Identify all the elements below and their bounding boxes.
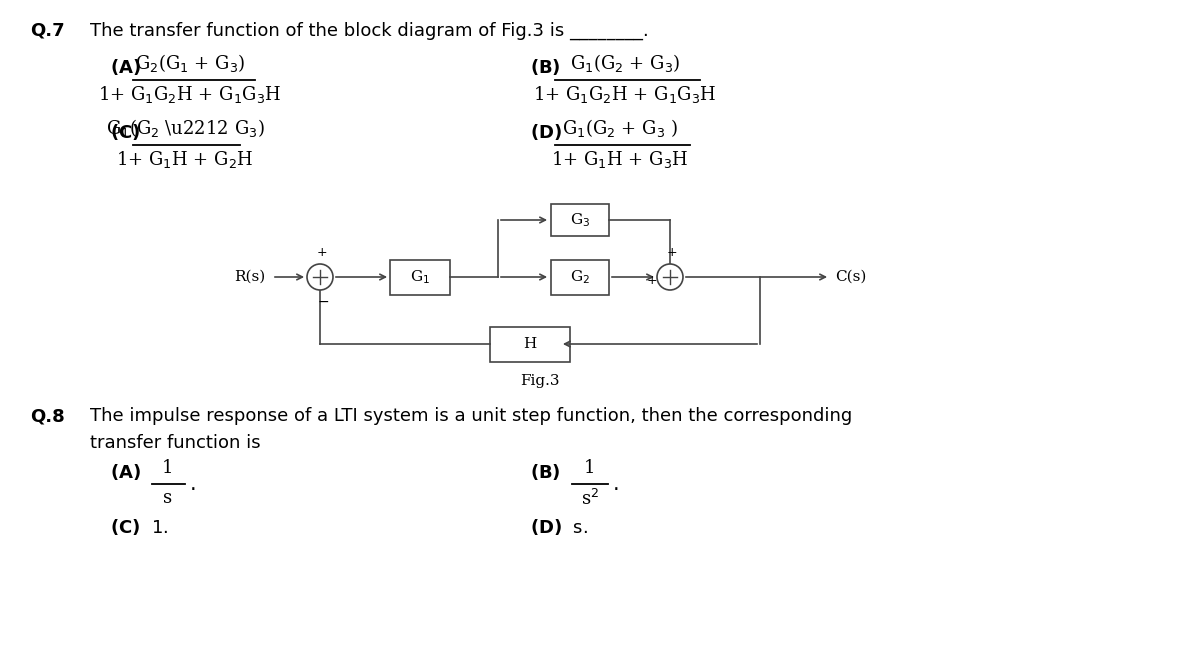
Text: 1+ G$_1$G$_2$H + G$_1$G$_3$H: 1+ G$_1$G$_2$H + G$_1$G$_3$H bbox=[533, 84, 716, 105]
Text: $\mathbf{(C)}$  1.: $\mathbf{(C)}$ 1. bbox=[110, 517, 168, 537]
Text: 1+ G$_1$H + G$_3$H: 1+ G$_1$H + G$_3$H bbox=[551, 149, 689, 170]
Text: .: . bbox=[190, 474, 197, 494]
Text: +: + bbox=[667, 246, 677, 259]
Text: The impulse response of a LTI system is a unit step function, then the correspon: The impulse response of a LTI system is … bbox=[90, 407, 852, 425]
Text: G$_1$(G$_2$ + G$_3$ ): G$_1$(G$_2$ + G$_3$ ) bbox=[562, 117, 678, 139]
Bar bbox=[551, 204, 610, 236]
Circle shape bbox=[658, 264, 683, 290]
Text: G$_2$(G$_1$ + G$_3$): G$_2$(G$_1$ + G$_3$) bbox=[134, 52, 245, 74]
Text: 1+ G$_1$G$_2$H + G$_1$G$_3$H: 1+ G$_1$G$_2$H + G$_1$G$_3$H bbox=[98, 84, 282, 105]
Text: $\mathbf{(D)}$  s.: $\mathbf{(D)}$ s. bbox=[530, 517, 588, 537]
Text: Q.8: Q.8 bbox=[30, 407, 65, 425]
Text: G$_2$: G$_2$ bbox=[570, 268, 590, 286]
Text: +: + bbox=[317, 246, 328, 259]
Text: G$_3$: G$_3$ bbox=[570, 211, 590, 229]
Text: H: H bbox=[523, 337, 536, 351]
Text: R(s): R(s) bbox=[234, 270, 265, 284]
Text: Fig.3: Fig.3 bbox=[521, 374, 559, 388]
Bar bbox=[490, 327, 570, 361]
Text: transfer function is: transfer function is bbox=[90, 434, 260, 452]
Text: $\mathbf{(A)}$: $\mathbf{(A)}$ bbox=[110, 57, 140, 77]
Text: s: s bbox=[163, 489, 173, 507]
Bar bbox=[551, 259, 610, 295]
Text: The transfer function of the block diagram of Fig.3 is ________.: The transfer function of the block diagr… bbox=[90, 22, 649, 40]
Text: −: − bbox=[317, 295, 329, 309]
Text: 1: 1 bbox=[162, 459, 174, 477]
Bar bbox=[390, 259, 450, 295]
Text: $\mathbf{(A)}$: $\mathbf{(A)}$ bbox=[110, 462, 140, 482]
Text: G$_1$(G$_2$ + G$_3$): G$_1$(G$_2$ + G$_3$) bbox=[570, 52, 680, 74]
Text: 1+ G$_1$H + G$_2$H: 1+ G$_1$H + G$_2$H bbox=[116, 149, 253, 170]
Text: G$_1$(G$_2$ \u2212 G$_3$): G$_1$(G$_2$ \u2212 G$_3$) bbox=[106, 117, 264, 139]
Text: G$_1$: G$_1$ bbox=[410, 268, 430, 286]
Text: 1: 1 bbox=[584, 459, 595, 477]
Text: $\mathbf{(B)}$: $\mathbf{(B)}$ bbox=[530, 57, 560, 77]
Text: $\mathbf{(B)}$: $\mathbf{(B)}$ bbox=[530, 462, 560, 482]
Text: s$^2$: s$^2$ bbox=[581, 489, 599, 509]
Circle shape bbox=[307, 264, 334, 290]
Text: C(s): C(s) bbox=[835, 270, 866, 284]
Text: +: + bbox=[647, 274, 658, 288]
Text: Q.7: Q.7 bbox=[30, 22, 65, 40]
Text: $\mathbf{(D)}$: $\mathbf{(D)}$ bbox=[530, 122, 562, 142]
Text: .: . bbox=[613, 474, 619, 494]
Text: $\mathbf{(C)}$: $\mathbf{(C)}$ bbox=[110, 122, 140, 142]
